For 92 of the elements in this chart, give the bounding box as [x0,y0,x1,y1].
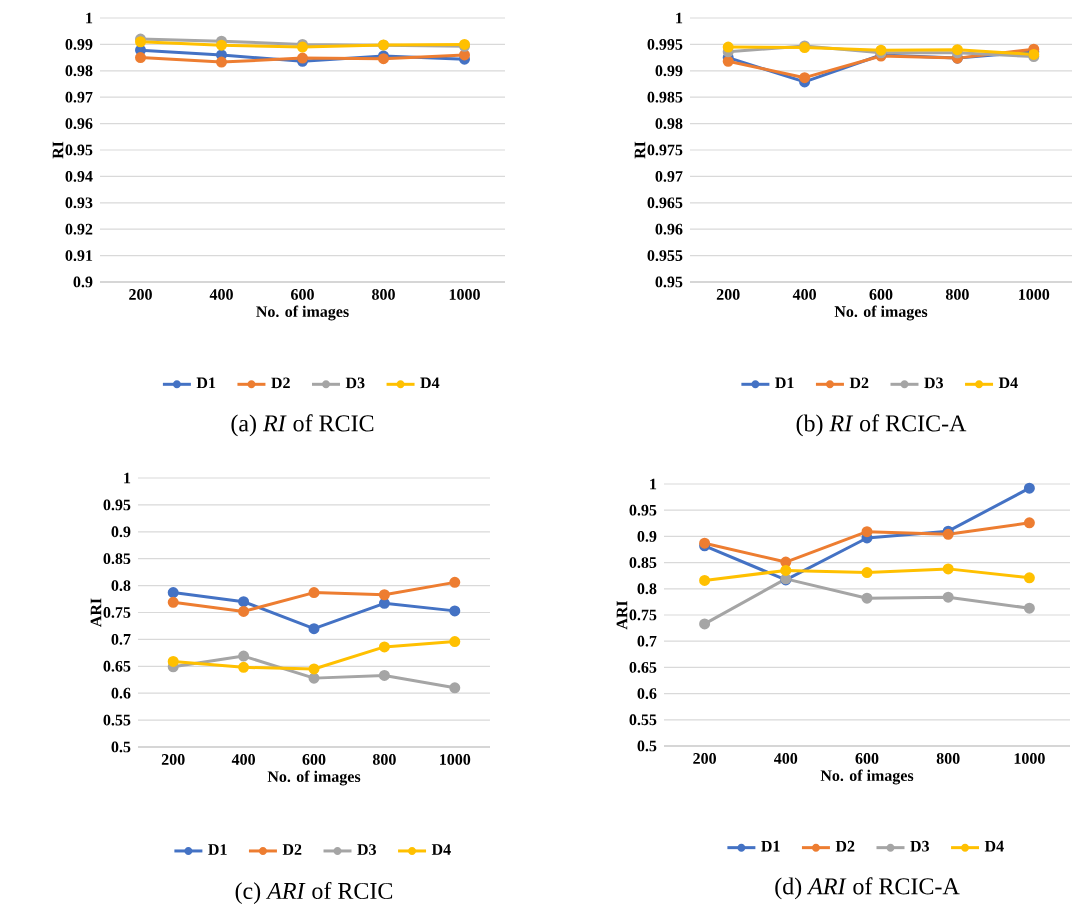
x-tick-label: 600 [291,289,314,301]
y-tick-label: 0.9 [111,526,131,538]
y-tick-label: 1 [650,478,657,490]
x-tick-label: 600 [855,753,879,765]
y-tick-label: 0.92 [65,223,93,235]
legend-label: D2 [835,841,855,852]
legend-label: D3 [910,841,930,852]
legend-label: D1 [761,841,780,852]
y-tick-label: 0.97 [655,171,683,183]
y-tick-label: 0.95 [629,504,657,516]
x-axis-title: No. of images [256,305,349,321]
x-tick-label: 800 [372,754,396,766]
y-tick-label: 0.93 [65,197,93,209]
legend-label: D4 [420,377,440,389]
x-axis-title: No. of images [834,305,928,321]
y-tick-label: 0.55 [103,714,131,726]
x-tick-label: 600 [302,754,326,766]
y-tick-label: 0.8 [637,583,657,595]
y-tick-label: 0.55 [629,714,657,726]
text: (d) ARI of RCIC-A [775,877,960,900]
x-tick-label: 200 [693,753,716,765]
y-tick-label: 0.99 [655,65,683,77]
y-tick-label: 0.99 [65,39,93,51]
legend-label: D1 [196,377,216,389]
y-tick-label: 0.8 [111,580,131,592]
x-tick-label: 400 [792,289,816,301]
x-tick-label: 1000 [1014,753,1045,765]
y-axis-title: ARI [90,598,102,628]
y-tick-label: 0.94 [65,171,93,183]
x-tick-label: 200 [716,289,740,301]
x-tick-label: 800 [936,753,960,765]
y-tick-label: 0.65 [103,661,131,672]
y-tick-label: 0.91 [65,250,93,262]
y-tick-label: 0.9 [73,276,93,288]
legend-label: D4 [998,377,1018,389]
y-tick-label: 0.985 [647,91,683,103]
x-tick-label: 800 [945,289,969,301]
legend-label: D3 [924,377,944,389]
x-axis-title: No. of images [820,769,914,785]
y-tick-label: 1 [124,472,131,484]
y-tick-label: 0.95 [655,276,683,288]
legend-label: D1 [208,844,227,855]
y-tick-label: 0.965 [647,197,683,209]
y-axis-title: RI [634,141,646,159]
legend-label: D3 [357,844,377,856]
x-tick-label: 1000 [1019,289,1050,301]
y-tick-label: 0.7 [111,634,131,646]
y-tick-label: 0.5 [111,741,131,753]
x-tick-label: 1000 [449,289,480,301]
y-tick-label: 0.5 [637,740,657,752]
y-tick-label: 0.98 [65,65,93,77]
y-tick-label: 0.7 [637,635,657,647]
x-tick-label: 1000 [440,754,471,766]
y-tick-label: 0.6 [637,688,657,700]
x-axis-title: No. of images [267,770,361,786]
y-tick-label: 0.96 [655,223,683,235]
x-tick-label: 400 [209,289,233,301]
y-tick-label: 0.95 [103,499,131,511]
x-tick-label: 200 [161,754,185,766]
y-tick-label: 0.9 [637,531,657,543]
text: (c) ARI of RCIC [235,882,393,905]
y-tick-label: 0.65 [629,662,657,674]
x-tick-label: 800 [372,289,395,301]
legend-label: D2 [271,377,290,389]
y-tick-label: 0.975 [647,144,683,156]
y-tick-label: 0.955 [647,250,683,262]
x-tick-label: 400 [774,753,798,765]
y-tick-label: 1 [86,12,93,24]
y-tick-label: 0.95 [65,144,93,156]
y-tick-label: 0.75 [103,607,131,619]
y-tick-label: 0.85 [629,557,657,569]
y-tick-label: 0.98 [655,118,683,130]
y-tick-label: 0.6 [111,687,131,699]
y-axis-title: ARI [616,601,628,630]
legend-label: D1 [775,377,794,389]
y-tick-label: 0.75 [629,609,657,621]
text: (a) RI of RCIC [231,414,374,437]
y-axis-title: RI [52,141,64,159]
legend-label: D4 [984,841,1004,852]
legend-label: D2 [849,377,869,389]
y-tick-label: 0.995 [647,39,683,51]
legend-label: D2 [282,844,302,855]
x-tick-label: 400 [231,754,255,766]
legend-label: D3 [345,377,365,389]
x-tick-label: 600 [869,289,893,301]
y-tick-label: 0.97 [65,91,93,103]
y-tick-label: 0.96 [65,118,93,130]
x-tick-label: 200 [129,289,152,301]
y-tick-label: 0.85 [103,553,131,565]
legend-label: D4 [431,844,451,855]
text: (b) RI of RCIC-A [796,414,967,437]
y-tick-label: 1 [676,12,683,24]
